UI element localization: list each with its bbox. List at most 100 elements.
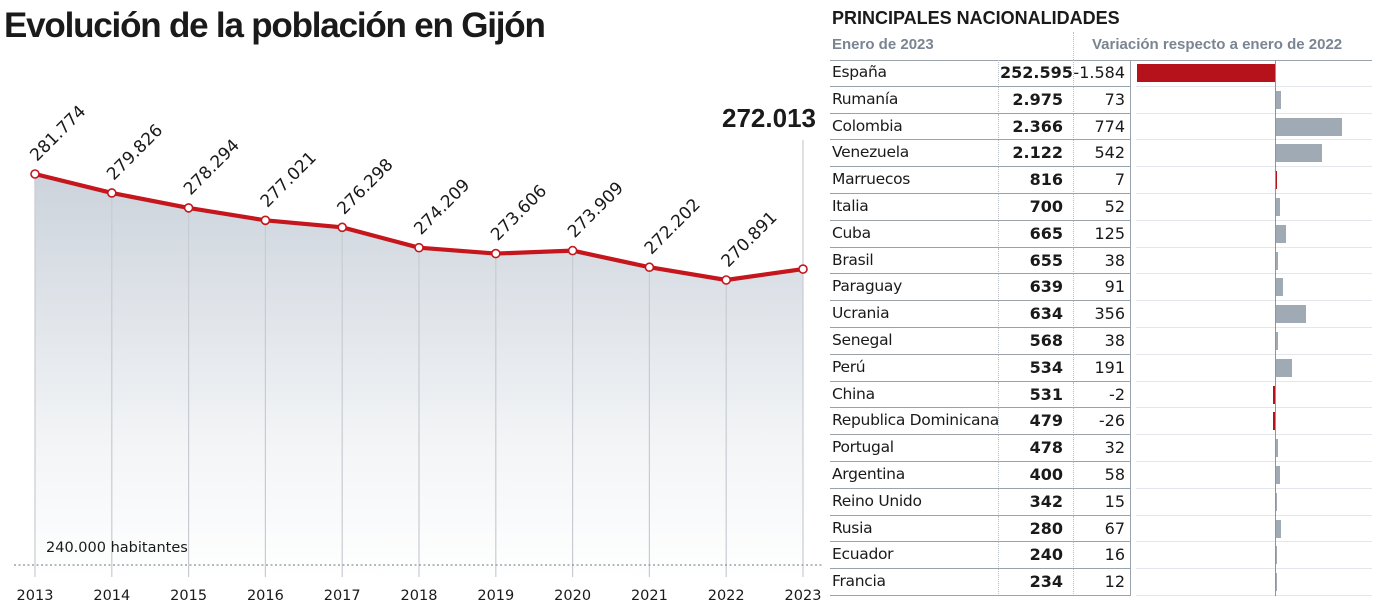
column-separator xyxy=(1073,461,1074,489)
column-separator xyxy=(1073,515,1074,543)
row-divider xyxy=(830,514,1130,516)
row-divider xyxy=(830,460,1130,462)
nationality-name: Francia xyxy=(832,572,886,591)
variation-value: 12 xyxy=(1104,572,1125,592)
variation-bar xyxy=(1275,251,1279,270)
column-separator xyxy=(998,301,999,328)
variation-bar xyxy=(1275,519,1281,538)
table-row: Rusia 280 67 xyxy=(830,515,1374,543)
row-divider xyxy=(830,594,1130,596)
row-divider xyxy=(830,192,1130,194)
nationality-name: Cuba xyxy=(832,223,871,242)
column-separator xyxy=(1073,488,1074,516)
population-value: 2.122 xyxy=(1012,143,1063,163)
data-label: 278.294 xyxy=(180,136,244,200)
row-divider xyxy=(830,112,1130,114)
data-point xyxy=(490,248,501,259)
table-row: Senegal 568 38 xyxy=(830,327,1374,355)
column-separator xyxy=(998,488,999,516)
variation-bar xyxy=(1272,412,1275,431)
header-separator xyxy=(1073,32,1074,60)
variation-value: 191 xyxy=(1094,357,1125,377)
nationalities-table: España 252.595 -1.584 Rumanía 2.975 73 Colombi… xyxy=(830,60,1374,596)
variation-value: 52 xyxy=(1104,196,1125,216)
population-column-header: Enero de 2023 xyxy=(832,36,934,53)
column-separator xyxy=(1130,220,1131,248)
column-separator xyxy=(998,515,999,543)
nationality-name: Argentina xyxy=(832,464,905,483)
table-row: Italia 700 52 xyxy=(830,193,1374,221)
variation-bar xyxy=(1275,171,1277,190)
column-separator xyxy=(1073,435,1074,462)
table-row: España 252.595 -1.584 xyxy=(830,60,1374,87)
column-separator xyxy=(1130,301,1131,328)
column-separator xyxy=(1073,86,1074,114)
row-divider xyxy=(1136,246,1372,248)
row-divider xyxy=(1136,192,1372,194)
column-separator xyxy=(1073,327,1074,355)
column-separator xyxy=(1073,193,1074,221)
column-separator xyxy=(1130,354,1131,382)
x-tick-label: 2014 xyxy=(93,588,130,604)
variation-bar xyxy=(1275,573,1277,592)
table-row: Reino Unido 342 15 xyxy=(830,488,1374,516)
population-value: 568 xyxy=(1029,330,1063,350)
nationality-name: Paraguay xyxy=(832,277,902,296)
x-tick-label: 2013 xyxy=(17,588,54,604)
column-separator xyxy=(1130,327,1131,355)
population-value: 816 xyxy=(1029,170,1063,190)
x-tick-label: 2015 xyxy=(170,588,207,604)
data-point xyxy=(30,169,40,179)
variation-value: 67 xyxy=(1104,518,1125,538)
population-value: 342 xyxy=(1029,491,1063,511)
population-value: 234 xyxy=(1029,572,1063,592)
column-separator xyxy=(1073,220,1074,248)
row-divider xyxy=(1136,514,1372,516)
nationality-name: Marruecos xyxy=(832,170,911,189)
variation-value: 542 xyxy=(1094,143,1125,163)
table-row: Brasil 655 38 xyxy=(830,247,1374,275)
column-separator xyxy=(1073,247,1074,275)
table-row: Perú 534 191 xyxy=(830,354,1374,382)
data-label: 273.909 xyxy=(564,178,628,242)
column-separator xyxy=(1130,247,1131,275)
data-label: 276.298 xyxy=(334,155,398,219)
population-value: 252.595 xyxy=(1000,63,1073,82)
nationalities-title: PRINCIPALES NACIONALIDADES xyxy=(832,8,1120,28)
data-point xyxy=(721,275,732,285)
column-separator xyxy=(1073,274,1074,302)
variation-value: -1.584 xyxy=(1073,63,1125,82)
x-tick-label: 2022 xyxy=(708,588,745,604)
column-separator xyxy=(1073,113,1074,141)
population-value: 240 xyxy=(1029,545,1063,565)
table-row: Ecuador 240 16 xyxy=(830,542,1374,570)
variation-zero-axis xyxy=(1275,60,1276,596)
row-divider xyxy=(1136,85,1372,87)
row-divider xyxy=(1136,273,1372,275)
row-divider xyxy=(830,273,1130,275)
column-separator xyxy=(998,435,999,462)
nationalities-panel: PRINCIPALES NACIONALIDADES Enero de 2023… xyxy=(830,0,1374,615)
data-point xyxy=(260,215,271,226)
column-separator xyxy=(998,461,999,489)
table-row: Argentina 400 58 xyxy=(830,461,1374,489)
data-label: 273.606 xyxy=(487,181,551,245)
data-label: 281.774 xyxy=(26,102,90,166)
table-row: Republica Dominicana 479 -26 xyxy=(830,408,1374,436)
nationality-name: Rumanía xyxy=(832,89,899,108)
table-row: Paraguay 639 91 xyxy=(830,274,1374,302)
population-value: 479 xyxy=(1029,411,1063,431)
table-row: Ucrania 634 356 xyxy=(830,301,1374,328)
variation-value: -2 xyxy=(1109,384,1125,404)
column-separator xyxy=(998,569,999,596)
highlight-value-label: 272.013 xyxy=(722,103,816,133)
row-divider xyxy=(830,380,1130,382)
data-point xyxy=(798,264,808,274)
nationality-name: Ucrania xyxy=(832,304,890,323)
column-separator xyxy=(1073,60,1074,87)
data-point xyxy=(567,245,578,256)
row-divider xyxy=(830,326,1130,328)
column-separator xyxy=(1130,193,1131,221)
variation-bar xyxy=(1275,278,1283,297)
row-divider xyxy=(1136,594,1372,596)
